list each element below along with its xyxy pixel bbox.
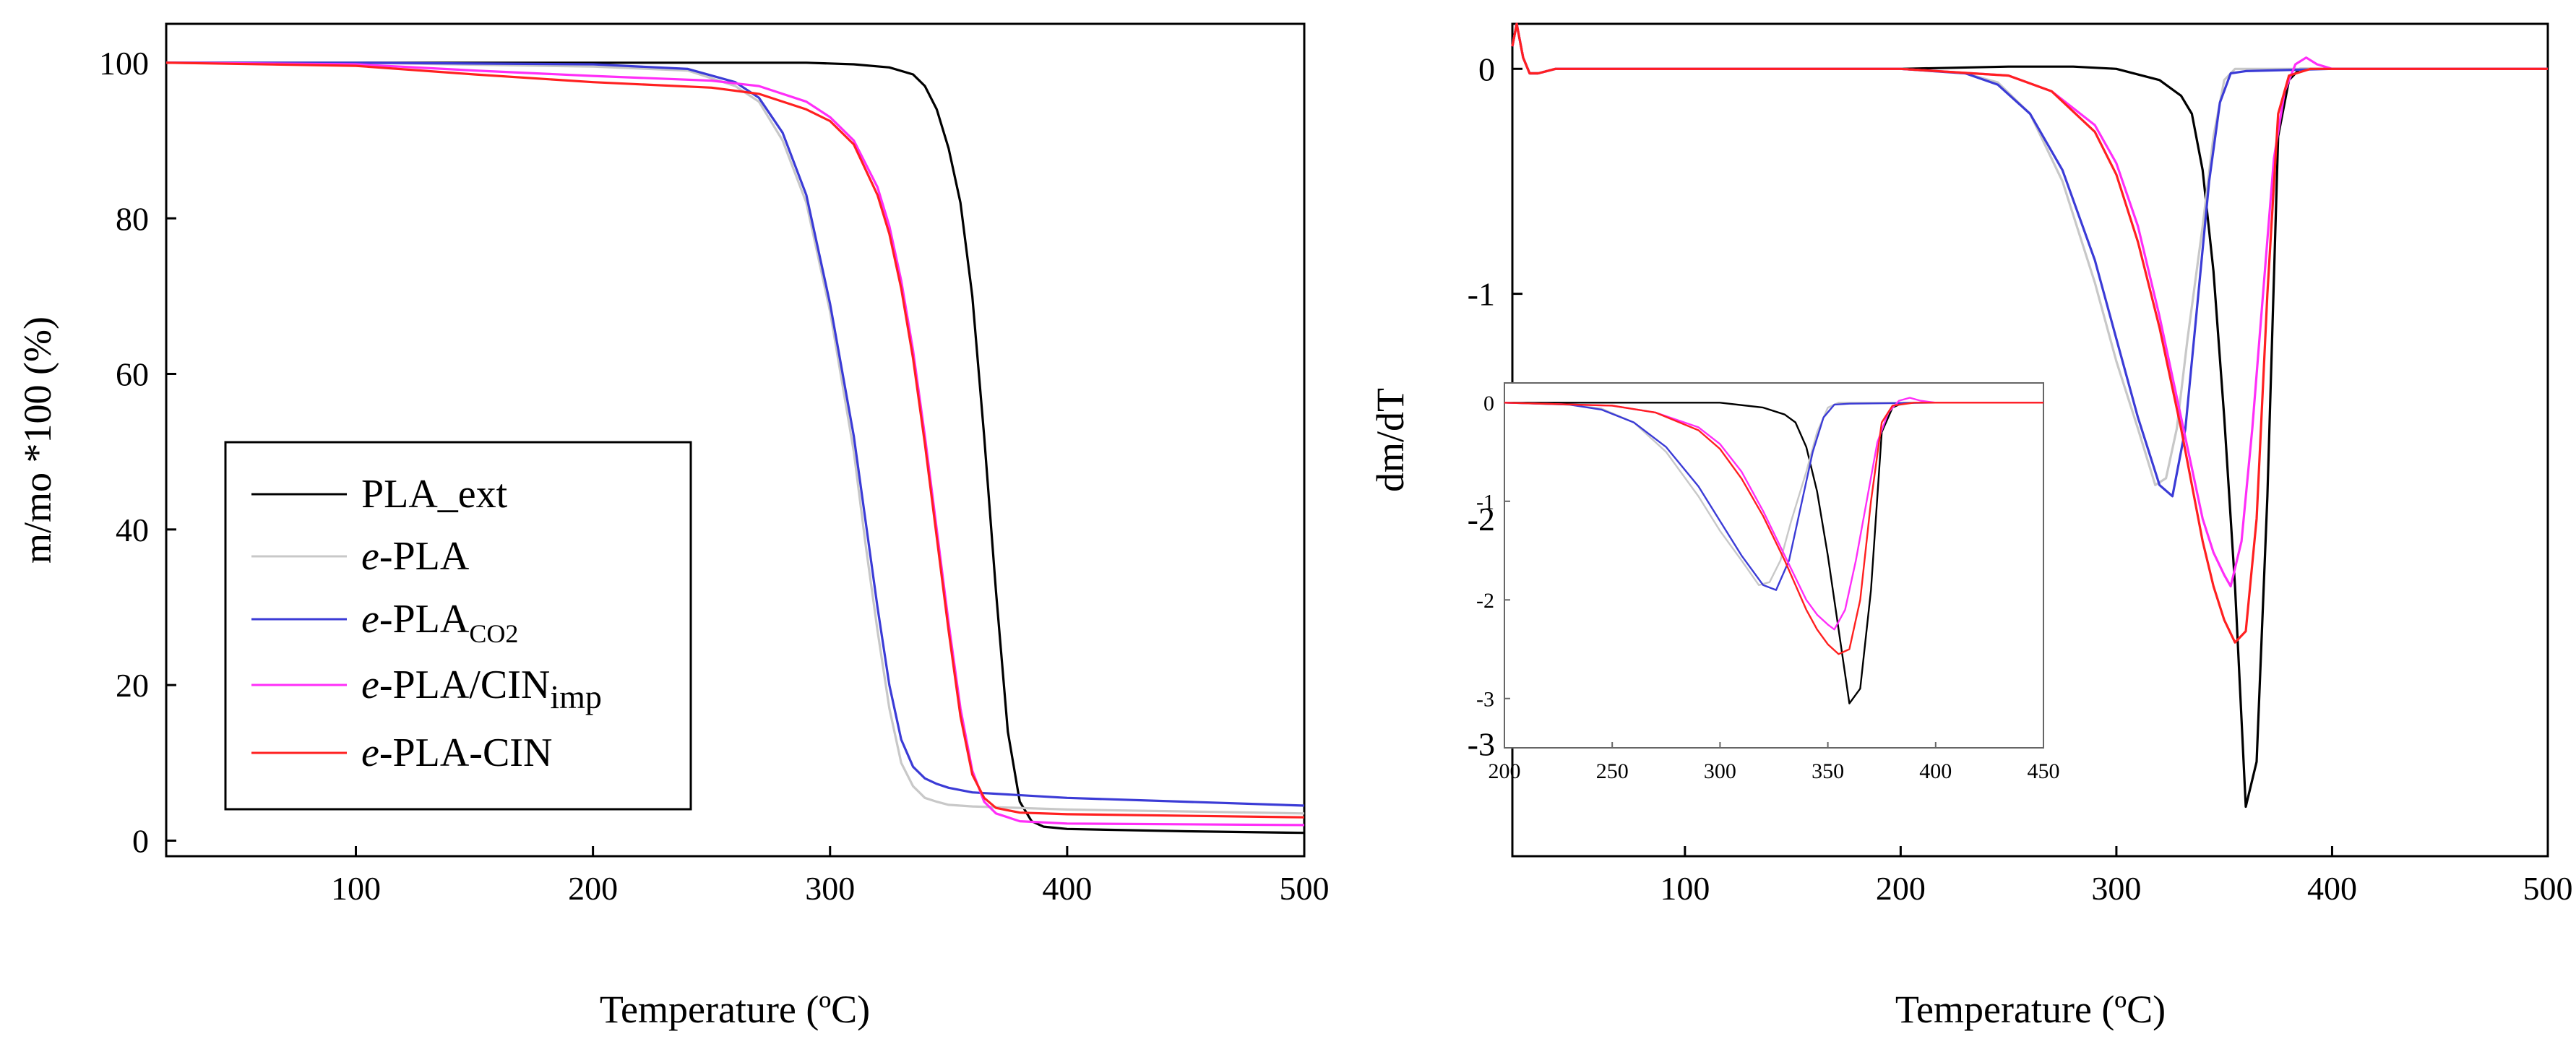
inset-series-e-pla-cin-imp <box>1504 397 2043 631</box>
left-y-ticks: 0 20 40 60 80 100 <box>99 45 176 860</box>
left-y-tick-label: 20 <box>116 667 149 704</box>
right-x-tick-label: 500 <box>2523 870 2573 907</box>
legend-item-pla-ext: PLA_ext <box>251 472 508 517</box>
left-y-axis-label: m/mo *100 (%) <box>16 316 59 564</box>
inset-chart: 200 250 300 350 400 450 0 -1 -2 -3 <box>1476 382 2060 783</box>
inset-x-tick-label: 350 <box>1812 759 1844 783</box>
right-x-tick-label: 300 <box>2091 870 2141 907</box>
inset-background <box>1504 383 2043 748</box>
right-x-tick-label: 100 <box>1660 870 1710 907</box>
inset-series-group <box>1504 397 2043 704</box>
left-y-tick-label: 40 <box>116 512 149 548</box>
left-series-e-pla-co2 <box>166 61 1305 807</box>
inset-y-tick-label: 0 <box>1483 392 1494 415</box>
left-plot-frame <box>165 22 1306 858</box>
left-x-tick-label: 500 <box>1280 870 1330 907</box>
right-y-tick-label: -1 <box>1468 276 1495 313</box>
left-y-tick-label: 0 <box>132 823 149 860</box>
left-x-tick-label: 400 <box>1042 870 1092 907</box>
legend-item-e-pla-cin-imp: e-PLA/CINimp <box>251 663 602 715</box>
left-series-e-pla-cin <box>165 61 1305 819</box>
legend-label-pla-ext: PLA_ext <box>361 472 508 517</box>
right-x-axis-label: Temperature (ºC) <box>1895 988 2166 1031</box>
legend: PLA_ext e-PLA e-PLACO2 e-PLA/CINimp e-PL… <box>224 441 692 811</box>
left-chart-panel: 100 200 300 400 500 0 20 40 60 80 100 Temperature… <box>16 22 1330 1031</box>
right-y-tick-label: -2 <box>1468 501 1495 538</box>
left-x-tick-label: 100 <box>331 870 381 907</box>
legend-item-e-pla-co2: e-PLACO2 <box>251 597 518 648</box>
inset-x-tick-label: 250 <box>1596 759 1629 783</box>
left-series-group <box>165 61 1305 835</box>
right-chart-panel: 100 200 300 400 500 0-1-2-3 Temperature (ºC)… <box>1369 22 2573 1031</box>
inset-x-tick-label: 300 <box>1704 759 1736 783</box>
inset-x-ticks: 200 250 300 350 400 450 <box>1489 742 2060 783</box>
left-series-e-pla-cin-imp <box>165 61 1305 827</box>
right-y-tick-label: 0 <box>1478 51 1495 87</box>
left-y-tick-label: 60 <box>116 356 149 393</box>
left-x-tick-label: 300 <box>805 870 855 907</box>
inset-y-tick-label: -2 <box>1476 589 1494 613</box>
inset-series-e-pla-cin <box>1504 402 2043 655</box>
inset-y-tick-label: -3 <box>1476 687 1494 711</box>
left-y-tick-label: 80 <box>116 200 149 237</box>
legend-item-e-pla-cin: e-PLA-CIN <box>251 730 552 775</box>
right-series-group <box>1511 22 2548 809</box>
left-y-tick-label: 100 <box>99 45 149 82</box>
right-x-tick-label: 200 <box>1876 870 1926 907</box>
inset-x-tick-label: 200 <box>1489 759 1521 783</box>
right-x-tick-label: 400 <box>2307 870 2357 907</box>
inset-y-ticks: 0 -1 -2 -3 <box>1476 392 1510 711</box>
left-series-e-pla <box>166 61 1305 815</box>
inset-y-tick-label: -1 <box>1476 490 1494 514</box>
right-y-axis-label: dm/dT <box>1369 388 1412 492</box>
right-series-e-pla-cin <box>1511 22 2548 644</box>
inset-plot-frame <box>1504 382 2044 749</box>
inset-x-tick-label: 450 <box>2028 759 2060 783</box>
inset-x-tick-label: 400 <box>1919 759 1952 783</box>
legend-label-e-pla-co2: e-PLACO2 <box>361 597 518 648</box>
legend-label-e-pla-cin: e-PLA-CIN <box>361 730 552 775</box>
right-x-ticks: 100 200 300 400 500 <box>1660 846 2573 907</box>
legend-box <box>224 441 692 811</box>
left-x-ticks: 100 200 300 400 500 <box>331 846 1330 907</box>
legend-label-e-pla-cin-imp: e-PLA/CINimp <box>361 663 602 715</box>
right-y-tick-label: -3 <box>1468 725 1495 762</box>
left-x-tick-label: 200 <box>568 870 618 907</box>
legend-label-e-pla: e-PLA <box>361 534 470 579</box>
left-series-pla-ext <box>166 61 1305 835</box>
inset-series-e-pla-co2 <box>1504 402 2043 591</box>
legend-item-e-pla: e-PLA <box>251 534 470 579</box>
left-x-axis-label: Temperature (ºC) <box>600 988 870 1031</box>
